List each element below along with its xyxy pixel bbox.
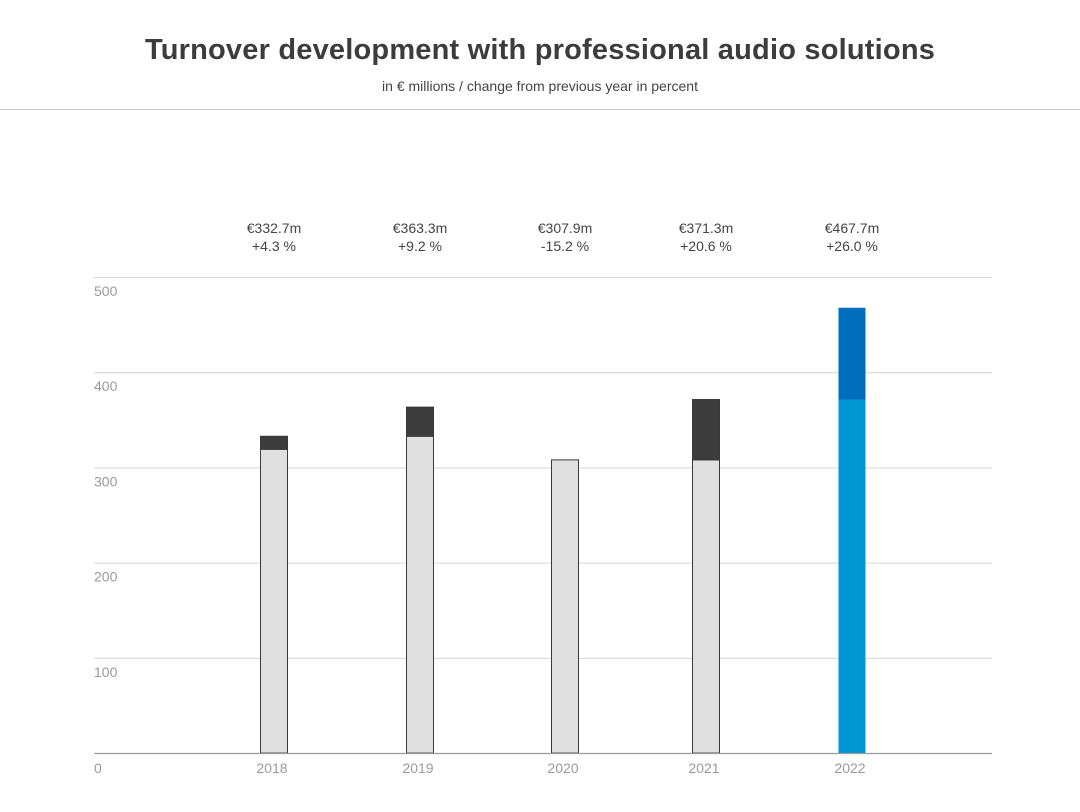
value-label-2020: €307.9m — [538, 220, 592, 236]
bar-increase-2021 — [692, 399, 720, 461]
change-label-2020: -15.2 % — [541, 238, 589, 254]
bar-increase-2022 — [838, 307, 866, 400]
y-tick-label-100: 100 — [94, 664, 118, 680]
value-label-2022: €467.7m — [825, 220, 879, 236]
change-label-2019: +9.2 % — [398, 238, 442, 254]
bar-base-2021 — [692, 459, 720, 754]
bar-base-2022 — [838, 399, 866, 753]
value-label-2021: €371.3m — [679, 220, 733, 236]
bar-increase-2019 — [406, 406, 434, 437]
y-tick-label-200: 200 — [94, 569, 118, 585]
value-label-2018: €332.7m — [247, 220, 301, 236]
x-tick-label-2020: 2020 — [547, 760, 578, 776]
bar-increase-2018 — [260, 435, 288, 450]
change-label-2018: +4.3 % — [252, 238, 296, 254]
x-tick-label-2021: 2021 — [688, 760, 719, 776]
bar-base-2019 — [406, 435, 434, 754]
x-tick-label-2019: 2019 — [402, 760, 433, 776]
x-tick-label-2018: 2018 — [256, 760, 287, 776]
chart-header: Turnover development with professional a… — [0, 0, 1080, 110]
y-tick-label-0: 0 — [94, 760, 102, 776]
value-label-2019: €363.3m — [393, 220, 447, 236]
bar-base-2018 — [260, 448, 288, 754]
change-label-2021: +20.6 % — [680, 238, 732, 254]
bar-2020 — [551, 459, 579, 754]
chart-subtitle: in € millions / change from previous yea… — [382, 78, 698, 94]
y-tick-label-300: 300 — [94, 473, 118, 489]
header-divider — [0, 109, 1080, 110]
x-tick-label-2022: 2022 — [834, 760, 865, 776]
change-label-2022: +26.0 % — [826, 238, 878, 254]
chart-title: Turnover development with professional a… — [144, 34, 936, 66]
y-tick-label-500: 500 — [94, 283, 118, 299]
y-tick-label-400: 400 — [94, 378, 118, 394]
